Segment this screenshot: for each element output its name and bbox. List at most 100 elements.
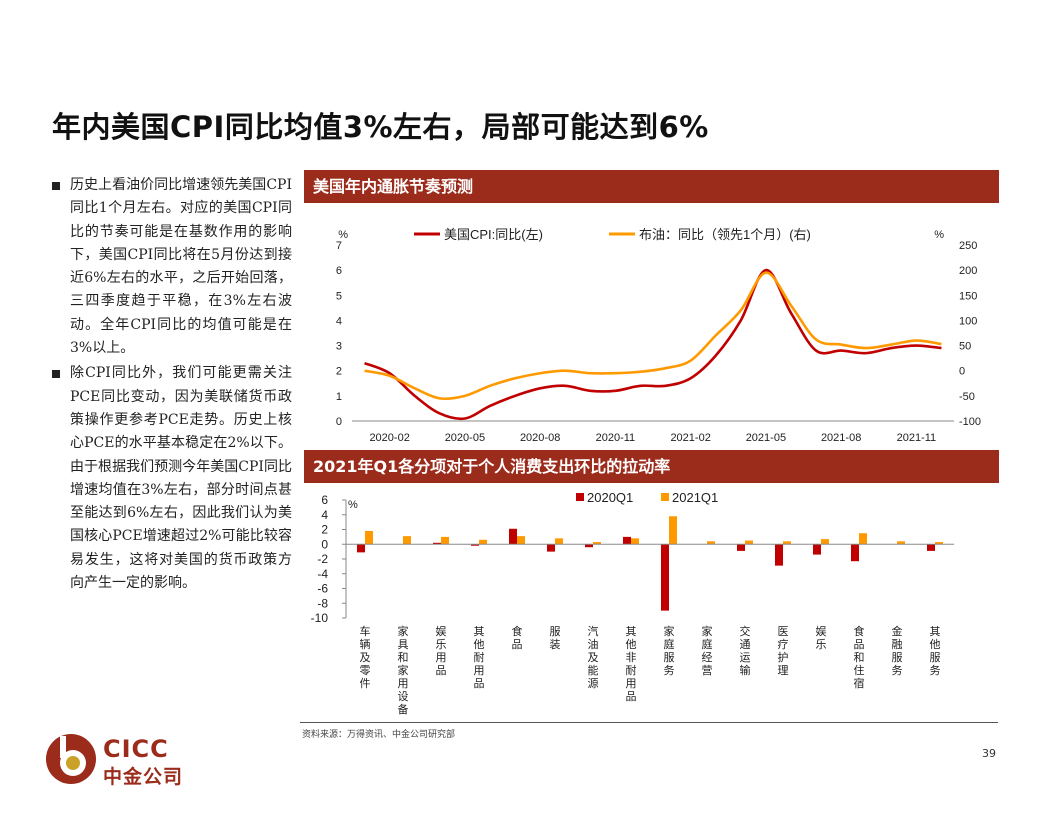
- bar-2021Q1: [897, 541, 905, 545]
- bar-2020Q1: [851, 544, 859, 562]
- cicc-logo-icon: [46, 734, 96, 784]
- bar-2020Q1: [623, 536, 631, 545]
- bar-2021Q1: [517, 536, 525, 545]
- x-category-label: 食品: [512, 624, 523, 651]
- bar-2020Q1: [509, 528, 517, 545]
- source-note: 资料来源：万得资讯、中金公司研究部: [302, 730, 456, 740]
- y-tick-label: 2: [321, 523, 328, 537]
- chart1-header: 美国年内通胀节奏预测: [304, 170, 999, 203]
- bullet-item: 除CPI同比外，我们可能更需关注PCE同比变动，因为美联储货币政策操作更参考PC…: [52, 362, 292, 595]
- y-tick-label: 0: [321, 537, 328, 551]
- chart2-header: 2021年Q1各分项对于个人消费支出环比的拉动率: [304, 450, 999, 483]
- x-category-label: 家庭服务: [664, 624, 675, 677]
- y-left-tick-label: 4: [336, 315, 342, 327]
- x-category-label: 交通运输: [740, 624, 751, 677]
- x-tick-label: 2021-05: [746, 432, 786, 444]
- series-line-美国CPI:同比(左): [364, 268, 942, 421]
- bar-2020Q1: [547, 544, 555, 552]
- y-tick-label: -8: [317, 596, 328, 610]
- bar-2020Q1: [775, 544, 783, 566]
- bullet-square-icon: [52, 370, 60, 379]
- x-category-label: 金融服务: [892, 624, 903, 677]
- y-tick-label: -6: [317, 582, 328, 596]
- legend-label: 2020Q1: [587, 490, 633, 505]
- y-tick-label: -2: [317, 552, 328, 566]
- y-left-tick-label: 5: [336, 290, 342, 302]
- y-tick-label: 6: [321, 493, 328, 507]
- y-right-tick-label: 200: [959, 265, 977, 277]
- y-left-tick-label: 0: [336, 416, 342, 428]
- bar-2021Q1: [631, 538, 639, 545]
- y-left-unit: %: [338, 229, 348, 241]
- x-tick-label: 2021-02: [670, 432, 710, 444]
- source-divider: [300, 722, 998, 723]
- page-title: 年内美国CPI同比均值3%左右，局部可能达到6%: [52, 110, 709, 144]
- bullet-text: 除CPI同比外，我们可能更需关注PCE同比变动，因为美联储货币政策操作更参考PC…: [70, 365, 292, 592]
- legend-label: 美国CPI:同比(左): [444, 227, 543, 242]
- x-category-label: 娱乐用品: [436, 624, 447, 677]
- y-right-unit: %: [934, 229, 944, 241]
- bar-2020Q1: [737, 544, 745, 551]
- bar-2021Q1: [479, 539, 487, 545]
- legend-label: 布油：同比（领先1个月）(右): [639, 227, 811, 242]
- bar-2021Q1: [555, 538, 563, 545]
- bar-2020Q1: [433, 542, 441, 545]
- y-left-tick-label: 6: [336, 265, 342, 277]
- y-left-tick-label: 7: [336, 240, 342, 252]
- x-category-label: 食品和住宿: [854, 624, 865, 690]
- x-tick-label: 2020-02: [369, 432, 409, 444]
- bar-2020Q1: [585, 544, 593, 548]
- bar-2020Q1: [927, 544, 935, 551]
- x-category-label: 娱乐: [816, 624, 827, 651]
- x-tick-label: 2020-11: [596, 432, 636, 444]
- bar-2021Q1: [821, 539, 829, 545]
- y-right-tick-label: 250: [959, 240, 977, 252]
- y-unit-label: %: [348, 499, 358, 511]
- x-category-label: 其他非耐用品: [626, 625, 637, 703]
- legend-swatch: [576, 493, 584, 501]
- y-tick-label: -10: [311, 611, 329, 625]
- legend-swatch: [661, 493, 669, 501]
- logo-text-en: CICC: [103, 735, 169, 763]
- y-tick-label: 4: [321, 508, 328, 522]
- bar-2020Q1: [357, 544, 365, 553]
- bar-2021Q1: [707, 541, 715, 545]
- x-category-label: 汽油及能源: [588, 624, 599, 690]
- series-line-布油：同比（领先1个月）(右): [364, 271, 942, 401]
- bar-2021Q1: [593, 542, 601, 545]
- y-right-tick-label: -50: [959, 391, 975, 403]
- bar-2020Q1: [661, 544, 669, 611]
- y-tick-label: -4: [317, 567, 328, 581]
- bar-2021Q1: [669, 516, 677, 545]
- bar-2021Q1: [365, 530, 373, 545]
- y-left-tick-label: 2: [336, 366, 342, 378]
- x-category-label: 车辆及零件: [360, 624, 371, 690]
- legend-label: 2021Q1: [672, 490, 718, 505]
- bar-2021Q1: [859, 533, 867, 545]
- bar-2020Q1: [813, 544, 821, 555]
- x-tick-label: 2020-08: [520, 432, 560, 444]
- x-tick-label: 2021-11: [897, 432, 937, 444]
- bar-2020Q1: [471, 544, 479, 546]
- bar-2021Q1: [441, 536, 449, 545]
- bullet-text: 历史上看油价同比增速领先美国CPI同比1个月左右。对应的美国CPI同比的节奏可能…: [70, 177, 292, 357]
- bar-2021Q1: [745, 540, 753, 545]
- bar-2021Q1: [403, 536, 411, 545]
- y-right-tick-label: -100: [959, 416, 981, 428]
- x-category-label: 家具和家用设备: [398, 624, 409, 716]
- x-category-label: 医疗护理: [778, 625, 789, 677]
- y-right-tick-label: 150: [959, 290, 977, 302]
- y-right-tick-label: 0: [959, 366, 965, 378]
- inflation-forecast-chart: 0 1 2 3 4 5 6 7 -100 -50 0 50 100 150 200 250% % 2020-02 2…: [336, 227, 981, 444]
- x-tick-label: 2020-05: [445, 432, 485, 444]
- x-category-label: 其他服务: [930, 625, 941, 677]
- x-tick-label: 2021-08: [821, 432, 861, 444]
- bar-2021Q1: [935, 542, 943, 545]
- y-right-tick-label: 100: [959, 315, 977, 327]
- page-number: 39: [982, 747, 996, 760]
- bullet-item: 历史上看油价同比增速领先美国CPI同比1个月左右。对应的美国CPI同比的节奏可能…: [52, 174, 292, 360]
- x-category-label: 服装: [550, 625, 561, 651]
- bullet-list: 历史上看油价同比增速领先美国CPI同比1个月左右。对应的美国CPI同比的节奏可能…: [52, 174, 292, 597]
- x-category-label: 家庭经营: [702, 624, 713, 677]
